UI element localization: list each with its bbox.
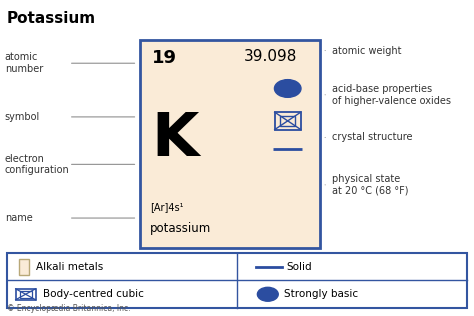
Text: atomic
number: atomic number [5,52,43,74]
Text: symbol: symbol [5,112,40,122]
Bar [16,289,36,300]
Text: Strongly basic: Strongly basic [284,289,358,299]
Text: © Encyclopædia Britannica, Inc.: © Encyclopædia Britannica, Inc. [7,305,131,313]
Text: Potassium: Potassium [7,11,96,26]
Bar [7,253,467,308]
Text: [Ar]4s¹: [Ar]4s¹ [150,202,184,212]
Bar [19,291,32,298]
Text: Alkali metals: Alkali metals [36,262,103,272]
Text: Solid: Solid [287,262,312,272]
Text: crystal structure: crystal structure [332,132,412,143]
Circle shape [257,287,278,301]
Text: name: name [5,213,33,223]
Text: 19: 19 [152,49,177,67]
Text: physical state
at 20 °C (68 °F): physical state at 20 °C (68 °F) [332,174,408,196]
Bar [274,112,301,130]
Text: K: K [152,110,199,169]
Text: Body-centred cubic: Body-centred cubic [43,289,144,299]
Text: 39.098: 39.098 [244,49,298,64]
Text: potassium: potassium [150,222,211,235]
Circle shape [274,80,301,97]
Text: acid-base properties
of higher-valence oxides: acid-base properties of higher-valence o… [332,84,451,106]
Bar [281,116,295,126]
Text: atomic weight: atomic weight [332,46,401,56]
Bar [140,40,320,248]
Text: electron
configuration: electron configuration [5,154,70,175]
Bar [19,259,29,275]
